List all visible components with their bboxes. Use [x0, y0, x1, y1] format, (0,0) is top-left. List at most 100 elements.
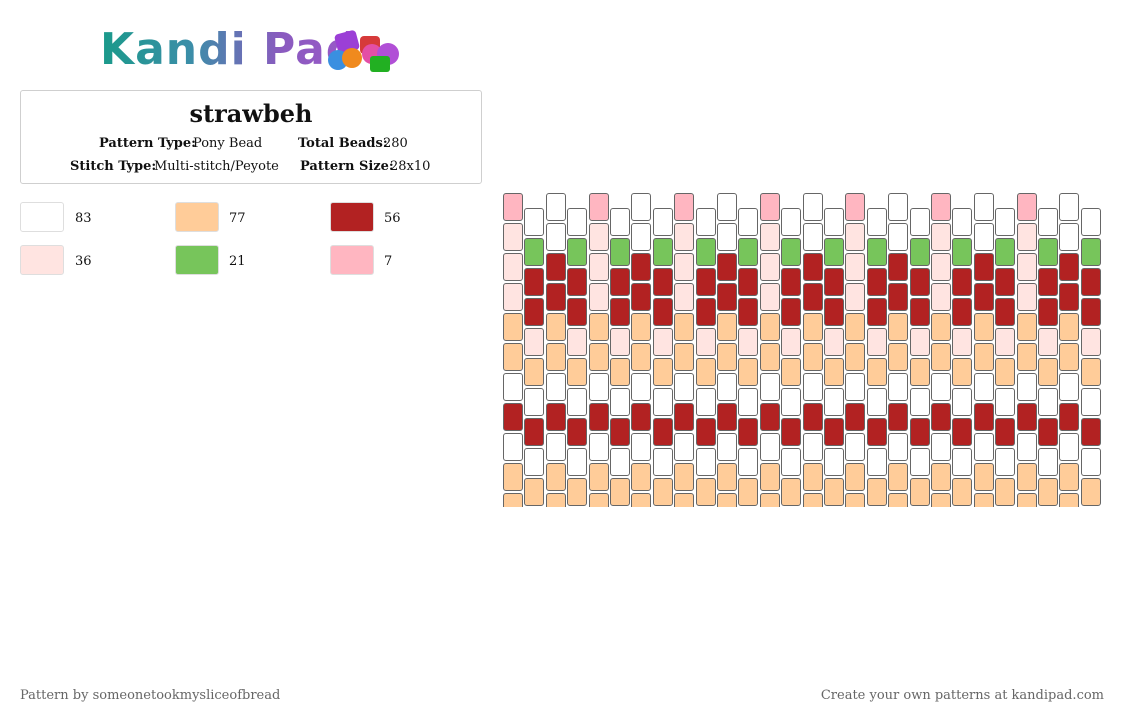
bead: [1080, 418, 1101, 446]
kandipad-link[interactable]: Create your own patterns at kandipad.com: [820, 688, 1104, 703]
bead: [1038, 268, 1058, 296]
bead: [1016, 433, 1037, 461]
bead: [717, 193, 737, 221]
bead: [824, 208, 844, 236]
bead: [567, 358, 588, 386]
bead: [610, 358, 630, 386]
total-beads-label: Total Beads:: [298, 136, 388, 151]
bead: [931, 433, 951, 461]
bead: [567, 208, 588, 236]
bead: [738, 328, 759, 356]
bead: [931, 253, 951, 281]
bead: [524, 268, 545, 296]
bead: [995, 448, 1016, 476]
bead: [1059, 253, 1080, 281]
count-peach: 77: [229, 211, 246, 226]
bead: [973, 493, 994, 507]
color-legend: 83 77 56 36 21 7: [20, 202, 490, 282]
bead: [524, 388, 545, 416]
bead: [503, 193, 523, 221]
total-beads-value: 280: [383, 136, 408, 151]
bead: [717, 313, 737, 341]
pattern-author: Pattern by someonetookmysliceofbread: [20, 688, 281, 703]
bead: [973, 463, 994, 491]
bead: [652, 238, 673, 266]
bead: [802, 193, 823, 221]
bead: [503, 433, 523, 461]
bead: [909, 208, 930, 236]
bead: [802, 373, 823, 401]
logo-text: Kandi Pad: [100, 24, 359, 75]
bead: [1080, 478, 1101, 506]
bead: [781, 328, 802, 356]
bead: [674, 223, 695, 251]
bead: [588, 193, 609, 221]
bead: [1038, 238, 1058, 266]
bead: [845, 403, 866, 431]
bead: [503, 253, 523, 281]
bead: [845, 463, 866, 491]
bead: [1016, 463, 1037, 491]
bead: [1059, 403, 1080, 431]
bead: [738, 418, 759, 446]
bead: [802, 433, 823, 461]
bead: [1059, 283, 1080, 311]
bead: [610, 238, 630, 266]
pattern-type-label: Pattern Type:: [99, 136, 196, 151]
bead: [759, 193, 780, 221]
bead: [503, 223, 523, 251]
bead: [695, 328, 716, 356]
bead: [952, 418, 973, 446]
bead: [631, 373, 652, 401]
bead: [781, 448, 802, 476]
bead: [1059, 313, 1080, 341]
bead: [652, 298, 673, 326]
bead: [909, 298, 930, 326]
bead: [717, 373, 737, 401]
bead: [931, 193, 951, 221]
bead: [888, 193, 909, 221]
bead: [1059, 373, 1080, 401]
bead: [909, 268, 930, 296]
bead: [759, 403, 780, 431]
bead: [631, 313, 652, 341]
bead: [973, 433, 994, 461]
bead: [695, 268, 716, 296]
bead: [845, 493, 866, 507]
bead: [610, 418, 630, 446]
kandipad-logo[interactable]: Kandi Pad: [100, 24, 410, 80]
bead: [781, 418, 802, 446]
bead: [995, 388, 1016, 416]
bead: [952, 238, 973, 266]
bead: [845, 433, 866, 461]
bead: [888, 403, 909, 431]
bead: [610, 208, 630, 236]
count-white: 83: [75, 211, 92, 226]
bead: [845, 223, 866, 251]
bead: [545, 343, 566, 371]
bead: [759, 223, 780, 251]
bead: [588, 313, 609, 341]
bead-pattern-grid: [503, 193, 1104, 507]
bead: [802, 403, 823, 431]
bead: [695, 448, 716, 476]
bead: [931, 493, 951, 507]
bead: [995, 478, 1016, 506]
bead: [866, 448, 887, 476]
bead: [631, 193, 652, 221]
bead: [652, 208, 673, 236]
bead: [759, 313, 780, 341]
bead: [952, 268, 973, 296]
bead: [717, 253, 737, 281]
bead: [588, 253, 609, 281]
bead: [845, 373, 866, 401]
bead: [866, 358, 887, 386]
bead: [952, 358, 973, 386]
bead: [545, 193, 566, 221]
bead: [652, 388, 673, 416]
bead: [631, 463, 652, 491]
bead: [909, 388, 930, 416]
bead: [759, 283, 780, 311]
bead: [1038, 298, 1058, 326]
bead: [674, 463, 695, 491]
